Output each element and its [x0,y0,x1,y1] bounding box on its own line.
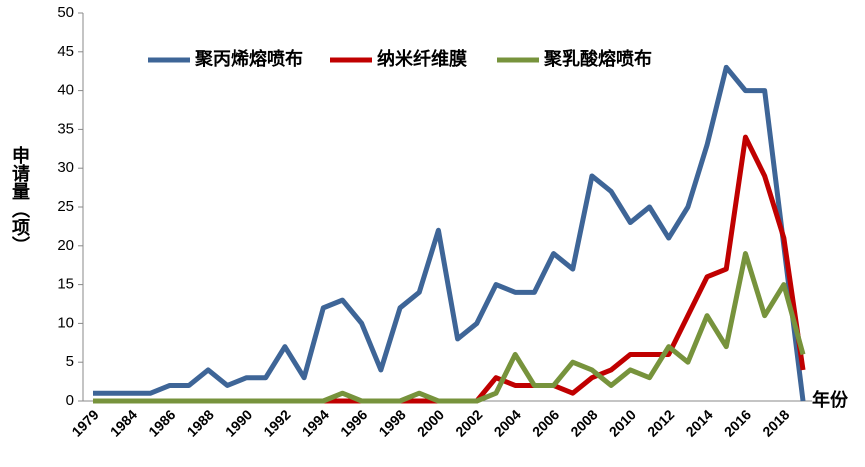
x-tick-label: 1990 [222,406,255,439]
x-tick-label: 1979 [68,406,101,439]
y-axis-label: 申请量（项） [10,145,30,254]
x-tick-label: 1998 [375,406,408,439]
x-tick-label: 1986 [145,406,178,439]
x-tick-label: 2008 [567,406,600,439]
legend-label: 聚乳酸熔喷布 [543,48,652,69]
x-tick-label: 2014 [682,406,715,439]
y-tick-label: 35 [57,120,74,137]
x-axis-label: 年份 [812,389,849,410]
y-tick-label: 30 [57,159,74,176]
x-tick-label: 1984 [107,406,140,439]
y-tick-label: 5 [66,353,74,370]
y-tick-label: 40 [57,82,74,99]
x-tick-label: 2002 [452,406,485,439]
x-tick-label: 2000 [414,406,447,439]
series-line [93,64,806,402]
series-line [93,251,806,404]
x-tick-label: 1994 [299,406,332,439]
x-tick-label: 2018 [759,406,792,439]
y-tick-label: 10 [57,314,74,331]
x-tick-label: 1988 [184,406,217,439]
legend-label: 聚丙烯熔喷布 [194,48,303,69]
y-tick-label: 0 [66,392,74,409]
y-tick-label: 15 [57,276,74,293]
x-tick-label: 2012 [644,406,677,439]
x-tick-label: 2010 [606,406,639,439]
y-tick-label: 20 [57,237,74,254]
x-tick-label: 2004 [491,406,524,439]
y-tick-label: 50 [57,4,74,21]
legend-label: 纳米纤维膜 [377,48,467,69]
x-tick-label: 2016 [721,406,754,439]
x-tick-label: 2006 [529,406,562,439]
y-tick-label: 25 [57,198,74,215]
x-tick-label: 1992 [260,406,293,439]
x-tick-label: 1996 [337,406,370,439]
y-tick-label: 45 [57,43,74,60]
